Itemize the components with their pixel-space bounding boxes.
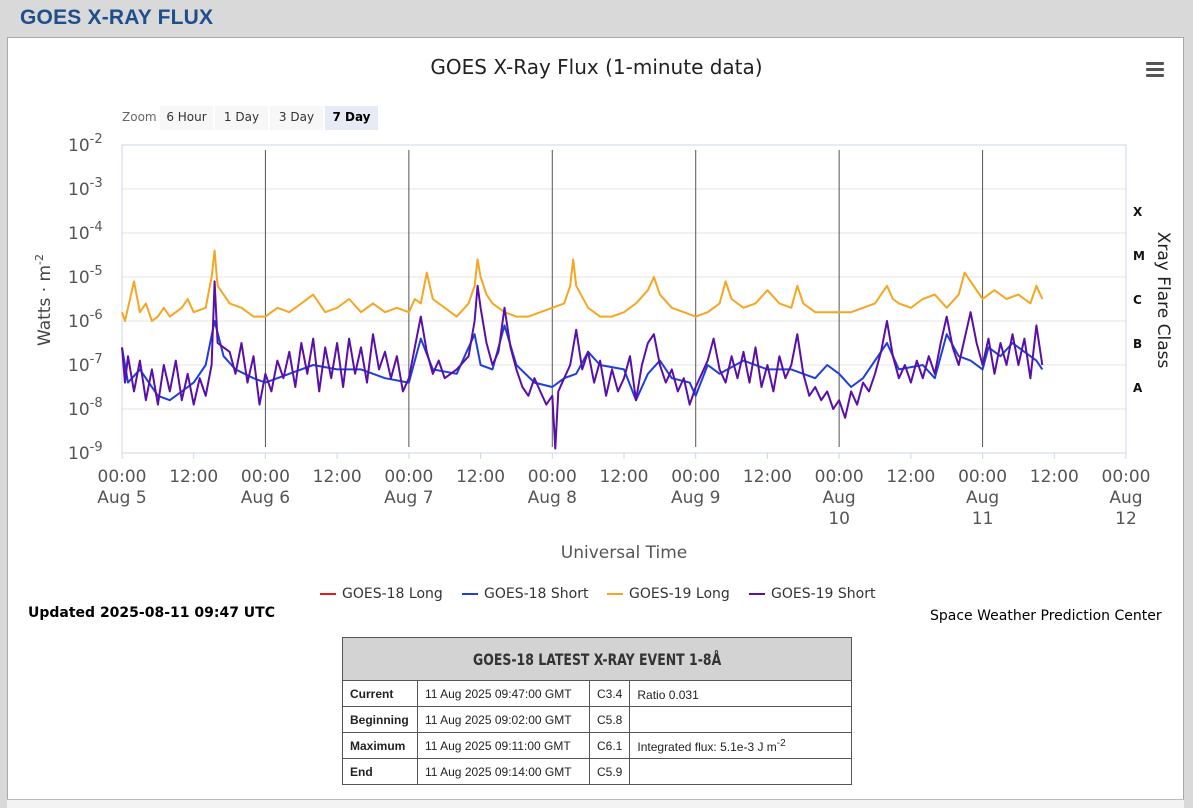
- x-axis-label: Universal Time: [561, 543, 687, 563]
- row-extra: Integrated flux: 5.1e-3 J m-2: [629, 732, 852, 759]
- y-tick-label: 10-3: [68, 176, 103, 200]
- flare-class-label: A: [1133, 381, 1143, 395]
- zoom-6-hour-button[interactable]: 6 Hour: [160, 106, 213, 130]
- y-tick-label: 10-2: [68, 132, 103, 156]
- y2-axis-label: Xray Flare Class: [1153, 232, 1173, 369]
- hamburger-menu-icon[interactable]: [1146, 62, 1164, 77]
- x-tick-date-label: Aug 7: [384, 488, 433, 508]
- x-tick-date-label: Aug: [823, 488, 856, 508]
- plot-area-border: [121, 144, 1127, 454]
- x-tick-date-label: Aug: [1109, 488, 1142, 508]
- flare-class-label: B: [1133, 337, 1142, 351]
- bottom-strip: [7, 799, 1184, 808]
- row-class: C5.8: [588, 706, 631, 733]
- x-tick-date-label: 10: [828, 509, 850, 529]
- flare-class-label: X: [1133, 205, 1143, 219]
- x-tick-label: 12:00: [886, 467, 935, 487]
- x-tick-date-label: Aug 6: [241, 488, 290, 508]
- zoom-label: Zoom: [122, 110, 157, 124]
- x-tick-label: 00:00: [384, 467, 433, 487]
- series-line-goes-19-short: [121, 280, 1044, 450]
- flare-class-label: M: [1133, 249, 1145, 263]
- day-divider-lines: [264, 150, 984, 447]
- updated-timestamp: Updated 2025-08-11 09:47 UTC: [28, 605, 275, 621]
- y-tick-label: 10-9: [68, 440, 103, 464]
- x-tick-label: 00:00: [958, 467, 1007, 487]
- row-time: 11 Aug 2025 09:14:00 GMT: [417, 758, 590, 785]
- y-tick-label: 10-8: [68, 396, 103, 420]
- x-tick-date-label: 12: [1115, 509, 1137, 529]
- y-tick-label: 10-4: [68, 220, 103, 244]
- row-extra: Ratio 0.031: [629, 680, 852, 707]
- legend-item-goes19-long[interactable]: GOES-19 Long: [607, 586, 730, 602]
- series-line-goes-19-long: [121, 249, 1044, 322]
- legend-item-goes18-short[interactable]: GOES-18 Short: [462, 586, 589, 602]
- table-row: End 11 Aug 2025 09:14:00 GMT C5.9: [342, 758, 852, 785]
- x-tick-date-label: Aug: [966, 488, 999, 508]
- x-tick-date-label: Aug 8: [528, 488, 577, 508]
- x-tick-label: 00:00: [1102, 467, 1151, 487]
- event-table-title: GOES-18 LATEST X-RAY EVENT 1-8Å: [342, 637, 852, 681]
- y-axis-ticks: 10-2 10-3 10-4 10-5 10-6 10-7 10-8 10-9: [68, 132, 103, 464]
- x-tick-label: 12:00: [743, 467, 792, 487]
- y-tick-label: 10-6: [68, 308, 103, 332]
- x-tick-label: 00:00: [528, 467, 577, 487]
- row-time: 11 Aug 2025 09:02:00 GMT: [417, 706, 590, 733]
- flare-class-label: C: [1133, 293, 1142, 307]
- y-tick-label: 10-5: [68, 264, 103, 288]
- x-tick-label: 12:00: [600, 467, 649, 487]
- header-bar: GOES X-RAY FLUX: [0, 0, 1193, 36]
- row-class: C6.1: [588, 732, 631, 759]
- x-tick-date-label: 11: [972, 509, 994, 529]
- chart-series: [121, 249, 1044, 450]
- chart-grid: [122, 144, 1126, 454]
- row-time: 11 Aug 2025 09:47:00 GMT: [417, 680, 590, 707]
- x-tick-label: 12:00: [456, 467, 505, 487]
- x-tick-label: 00:00: [815, 467, 864, 487]
- zoom-1-day-button[interactable]: 1 Day: [215, 106, 268, 130]
- x-tick-date-label: Aug 5: [97, 488, 146, 508]
- page-title: GOES X-RAY FLUX: [20, 6, 214, 29]
- row-label: Current: [342, 680, 418, 707]
- table-row: Maximum 11 Aug 2025 09:11:00 GMT C6.1 In…: [342, 732, 852, 759]
- series-line-goes-18-short: [121, 320, 1044, 402]
- table-row: Current 11 Aug 2025 09:47:00 GMT C3.4 Ra…: [342, 680, 852, 707]
- x-tick-label: 12:00: [1030, 467, 1079, 487]
- legend-item-goes18-long[interactable]: GOES-18 Long: [320, 586, 443, 602]
- flare-class-labels: X M C B A: [1133, 205, 1145, 395]
- table-row: Beginning 11 Aug 2025 09:02:00 GMT C5.8: [342, 706, 852, 733]
- credit-text: Space Weather Prediction Center: [930, 608, 1162, 624]
- xray-event-table: GOES-18 LATEST X-RAY EVENT 1-8Å Current …: [342, 637, 852, 785]
- row-class: C5.9: [588, 758, 631, 785]
- x-tick-label: 00:00: [671, 467, 720, 487]
- row-class: C3.4: [588, 680, 631, 707]
- x-tick-date-label: Aug 9: [671, 488, 720, 508]
- row-label: Maximum: [342, 732, 418, 759]
- legend-item-goes19-short[interactable]: GOES-19 Short: [749, 586, 876, 602]
- xray-flux-chart[interactable]: 10-210-310-410-510-610-710-810-9 00:00Au…: [0, 0, 1193, 580]
- row-label: End: [342, 758, 418, 785]
- zoom-7-day-button[interactable]: 7 Day: [325, 106, 378, 130]
- x-tick-label: 00:00: [98, 467, 147, 487]
- y-axis-label: Watts · m-2: [33, 254, 55, 346]
- x-tick-label: 12:00: [313, 467, 362, 487]
- row-time: 11 Aug 2025 09:11:00 GMT: [417, 732, 590, 759]
- y-tick-label: 10-7: [68, 352, 103, 376]
- zoom-3-day-button[interactable]: 3 Day: [270, 106, 323, 130]
- row-extra: [629, 758, 852, 785]
- row-label: Beginning: [342, 706, 418, 733]
- row-extra: [629, 706, 852, 733]
- x-tick-label: 00:00: [241, 467, 290, 487]
- x-tick-label: 12:00: [169, 467, 218, 487]
- chart-title: GOES X-Ray Flux (1-minute data): [430, 55, 763, 79]
